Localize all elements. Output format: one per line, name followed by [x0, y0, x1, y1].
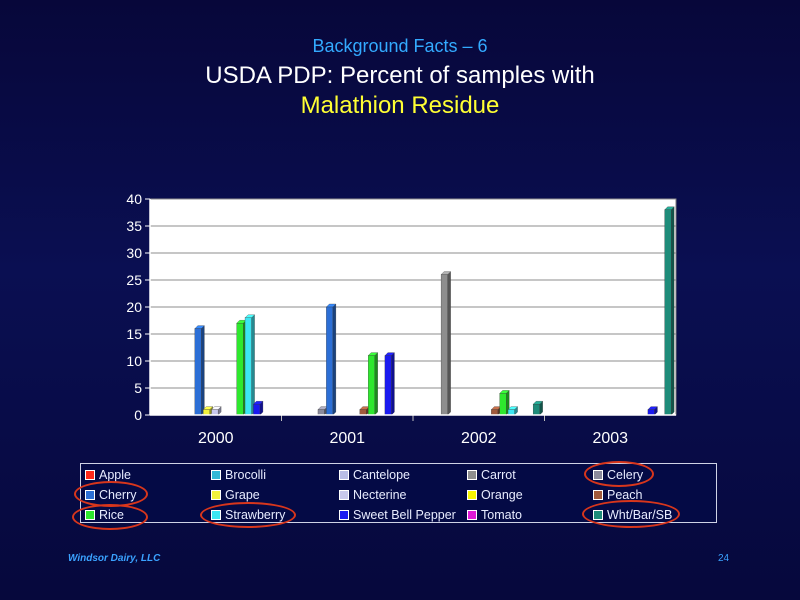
legend-label: Cherry — [99, 488, 137, 502]
legend-swatch — [85, 469, 95, 480]
legend-swatch — [339, 489, 349, 500]
legend-label: Celery — [607, 468, 644, 482]
legend-label: Apple — [99, 468, 131, 482]
bar — [326, 306, 334, 416]
y-tick-label: 15 — [126, 326, 142, 342]
bar — [236, 323, 244, 416]
legend-swatch — [339, 509, 349, 520]
bar — [491, 409, 498, 416]
legend-label: Peach — [607, 488, 643, 502]
bar-side — [391, 352, 395, 416]
legend-swatch — [593, 489, 603, 500]
bar — [440, 274, 448, 416]
legend-item: Peach — [593, 487, 642, 503]
bar — [253, 404, 261, 416]
bar — [499, 393, 507, 416]
legend-label: Orange — [481, 488, 523, 502]
legend-label: Sweet Bell Pepper — [353, 508, 456, 522]
bar — [368, 355, 375, 416]
legend-item: Grape — [211, 487, 260, 503]
legend-item: Carrot — [467, 467, 516, 483]
legend-swatch — [211, 509, 221, 520]
legend-item: Strawberry — [211, 507, 285, 523]
bar — [244, 317, 252, 416]
legend-swatch — [339, 469, 349, 480]
slide-title-line2: Malathion Residue — [300, 92, 500, 119]
y-tick-label: 35 — [126, 218, 142, 234]
legend-label: Carrot — [481, 468, 516, 482]
chart-legend: Apple Brocolli Cantelope Carrot Celery Cherry… — [80, 463, 717, 523]
legend-item: Rice — [85, 507, 124, 523]
legend-label: Rice — [99, 508, 125, 522]
legend-item: Cantelope — [339, 467, 410, 483]
legend-item: Cherry — [85, 487, 137, 503]
legend-label: Grape — [225, 488, 260, 502]
legend-item: Tomato — [467, 507, 522, 523]
legend-item: Wht/Bar/SB — [593, 507, 672, 523]
bar — [359, 409, 367, 416]
bar — [532, 404, 540, 416]
y-tick-label: 40 — [126, 191, 142, 207]
bar — [384, 355, 392, 416]
legend-item: Orange — [467, 487, 523, 503]
y-tick-label: 30 — [126, 245, 142, 261]
bar-side — [201, 325, 205, 416]
slide-title-line1: USDA PDP: Percent of samples with — [205, 62, 595, 89]
y-tick-label: 20 — [126, 299, 142, 315]
legend-label: Necterine — [353, 488, 407, 502]
x-tick-label: 2003 — [592, 430, 628, 447]
bar — [317, 409, 325, 416]
bar-side — [671, 206, 675, 416]
legend-swatch — [211, 469, 221, 480]
bar-side — [447, 271, 451, 416]
bar — [211, 409, 219, 416]
page-number: 24 — [718, 553, 730, 564]
legend-item: Brocolli — [211, 467, 266, 483]
slide-subtitle: Background Facts – 6 — [312, 36, 488, 56]
y-tick-label: 0 — [134, 407, 142, 423]
x-tick-label: 2001 — [329, 430, 365, 447]
legend-label: Brocolli — [225, 468, 266, 482]
y-tick-label: 5 — [134, 380, 142, 396]
legend-swatch — [85, 509, 95, 520]
legend-item: Celery — [593, 467, 643, 483]
legend-swatch — [593, 469, 603, 480]
legend-label: Cantelope — [353, 468, 410, 482]
legend-item: Sweet Bell Pepper — [339, 507, 456, 523]
legend-swatch — [85, 489, 95, 500]
bar-side — [374, 352, 378, 416]
legend-swatch — [467, 489, 477, 500]
footer-company: Windsor Dairy, LLC — [68, 553, 161, 564]
legend-swatch — [467, 469, 477, 480]
legend-label: Strawberry — [225, 508, 286, 522]
bar — [647, 409, 655, 416]
legend-item: Necterine — [339, 487, 407, 503]
legend-label: Wht/Bar/SB — [607, 508, 673, 522]
bar — [194, 328, 202, 416]
x-tick-label: 2002 — [461, 430, 497, 447]
legend-item: Apple — [85, 467, 131, 483]
bar — [203, 409, 210, 416]
y-tick-label: 25 — [126, 272, 142, 288]
bar — [664, 209, 672, 416]
legend-swatch — [211, 489, 221, 500]
bar-chart: 0 5 10 15 20 25 30 35 40 2000 2001 2002 2003 — [126, 191, 677, 447]
legend-label: Tomato — [481, 508, 522, 522]
x-tick-label: 2000 — [198, 430, 234, 447]
y-tick-label: 10 — [126, 353, 142, 369]
bar-side — [332, 303, 337, 416]
legend-swatch — [467, 509, 477, 520]
bar — [507, 409, 515, 416]
legend-swatch — [593, 509, 603, 520]
bar-side — [251, 314, 255, 416]
